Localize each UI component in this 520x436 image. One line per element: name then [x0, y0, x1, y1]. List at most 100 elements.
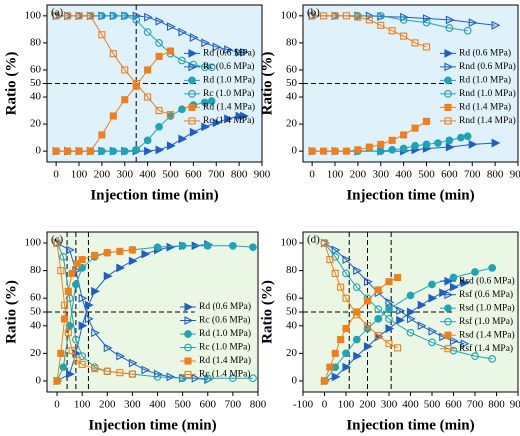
data-point [64, 12, 72, 20]
data-point [141, 365, 151, 375]
legend-marker [188, 90, 196, 98]
data-point [374, 331, 382, 339]
x-tick-label: 200 [94, 169, 111, 181]
plot-frame [302, 231, 519, 393]
data-point [488, 264, 497, 272]
data-point [491, 138, 501, 148]
series [320, 239, 402, 352]
y-tick-label: 100 [25, 9, 42, 21]
data-point [240, 47, 249, 57]
data-point [103, 271, 113, 281]
x-tick-label: 400 [149, 399, 166, 411]
data-point [471, 352, 479, 360]
data-point [98, 11, 106, 20]
data-point [132, 16, 141, 24]
legend-label: Rsd (1.0 MPa) [459, 302, 515, 313]
data-point [331, 372, 341, 382]
data-point [374, 305, 383, 314]
data-point [468, 140, 478, 149]
data-point [155, 145, 165, 155]
series [52, 47, 175, 155]
data-point [59, 363, 68, 372]
legend-marker [444, 304, 452, 313]
data-point [449, 273, 458, 282]
data-point [128, 358, 138, 368]
data-point [132, 11, 142, 21]
y-tick-label: 0 [36, 145, 42, 157]
data-point [376, 147, 385, 156]
legend-marker [444, 103, 452, 111]
data-point [143, 136, 152, 145]
data-point [388, 27, 396, 35]
data-point [116, 351, 126, 361]
data-point [353, 311, 361, 319]
series [320, 238, 470, 349]
data-point [308, 147, 316, 155]
data-point [400, 131, 408, 139]
data-point [57, 349, 65, 357]
legend-marker [188, 117, 196, 125]
data-point [103, 343, 113, 353]
x-tick-label: 0 [53, 169, 59, 181]
legend-marker [184, 343, 192, 352]
data-point [178, 27, 188, 37]
x-tick-label: 100 [327, 169, 344, 181]
data-point [342, 294, 350, 302]
data-point [249, 243, 257, 252]
data-point [235, 47, 245, 57]
plot-frame [46, 231, 259, 393]
panel-label: (b) [307, 7, 320, 19]
x-tick-label: 0 [54, 399, 60, 411]
x-tick-label: 600 [185, 169, 202, 181]
data-point [463, 26, 472, 35]
data-point [84, 300, 94, 310]
data-point [353, 266, 362, 276]
series [53, 239, 136, 378]
y-axis-label: Ratio (%) [3, 52, 19, 116]
data-point [342, 362, 352, 372]
data-point [155, 52, 163, 60]
x-tick-label: -100 [293, 399, 314, 411]
x-tick-label: 400 [395, 169, 412, 181]
x-tick-label: 500 [424, 399, 441, 411]
y-tick-label: 60 [30, 292, 42, 304]
data-point [59, 252, 68, 261]
series-line [324, 277, 398, 382]
data-point [388, 136, 396, 144]
data-point [353, 351, 362, 361]
data-point [434, 139, 442, 147]
data-point [64, 287, 72, 295]
x-tick-label: 800 [487, 169, 504, 181]
data-point [61, 301, 69, 309]
data-point [52, 147, 60, 155]
data-point [178, 134, 188, 144]
y-tick-label: 100 [25, 237, 42, 249]
data-point [342, 325, 350, 333]
data-point [411, 141, 419, 150]
data-point [68, 347, 76, 355]
y-tick-label: 60 [286, 292, 298, 304]
data-point [155, 39, 163, 47]
y-tick-label: 20 [30, 347, 42, 359]
panel-label: (d) [307, 234, 320, 246]
y-axis-label: Ratio (%) [259, 52, 275, 116]
y-tick-label: 50 [286, 77, 298, 89]
data-point [377, 21, 385, 29]
data-point [207, 63, 216, 72]
data-point [428, 293, 438, 303]
y-tick-label: 60 [286, 63, 298, 75]
x-tick-label: 100 [338, 399, 355, 411]
series-line [56, 242, 133, 375]
x-tick-label: 100 [74, 399, 91, 411]
data-point [75, 12, 83, 20]
data-point [445, 15, 455, 25]
legend-label: Rc (1.0 MPa) [203, 88, 254, 99]
data-point [342, 147, 351, 155]
data-point [342, 349, 350, 358]
data-point [326, 363, 334, 371]
data-point [428, 280, 436, 289]
x-tick-label: 800 [488, 399, 505, 411]
data-point [411, 124, 419, 132]
y-tick-label: 0 [292, 374, 298, 386]
